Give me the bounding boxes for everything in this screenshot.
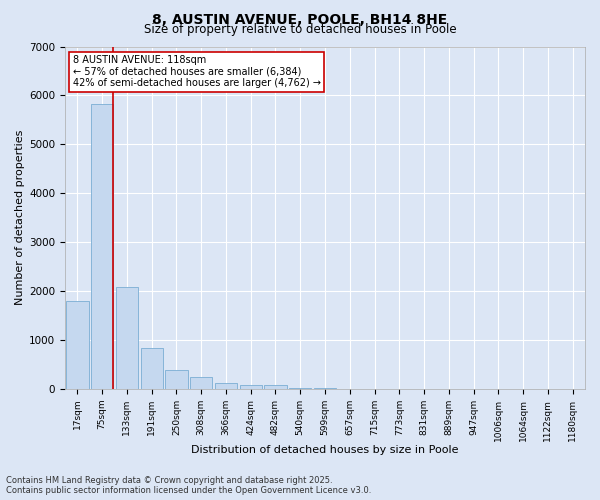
Bar: [239, 384, 262, 389]
Y-axis label: Number of detached properties: Number of detached properties: [15, 130, 25, 306]
Bar: [140, 348, 163, 389]
Bar: [165, 370, 188, 389]
Text: 8, AUSTIN AVENUE, POOLE, BH14 8HE: 8, AUSTIN AVENUE, POOLE, BH14 8HE: [152, 12, 448, 26]
Bar: [66, 301, 89, 389]
Text: Size of property relative to detached houses in Poole: Size of property relative to detached ho…: [143, 22, 457, 36]
Text: Contains HM Land Registry data © Crown copyright and database right 2025.
Contai: Contains HM Land Registry data © Crown c…: [6, 476, 371, 495]
X-axis label: Distribution of detached houses by size in Poole: Distribution of detached houses by size …: [191, 445, 459, 455]
Bar: [289, 388, 311, 389]
Text: 8 AUSTIN AVENUE: 118sqm
← 57% of detached houses are smaller (6,384)
42% of semi: 8 AUSTIN AVENUE: 118sqm ← 57% of detache…: [73, 55, 321, 88]
Bar: [116, 287, 138, 389]
Bar: [190, 377, 212, 389]
Bar: [91, 104, 113, 389]
Bar: [215, 382, 237, 389]
Bar: [265, 384, 287, 389]
